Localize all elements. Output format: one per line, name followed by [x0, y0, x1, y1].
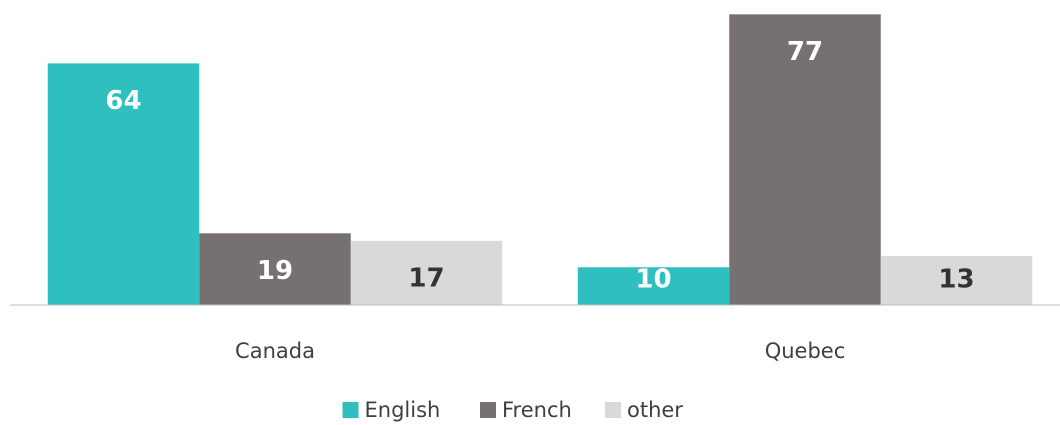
- legend-label: French: [502, 398, 572, 422]
- legend-label: English: [365, 398, 441, 422]
- bar: [577, 267, 730, 305]
- data-label: 64: [105, 86, 141, 116]
- legend-swatch: [605, 402, 621, 418]
- data-label: 17: [408, 263, 444, 293]
- bar: [729, 14, 881, 305]
- legend-label: other: [627, 398, 683, 422]
- legend-swatch: [480, 402, 496, 418]
- bar: [199, 233, 351, 305]
- bar: [47, 63, 200, 306]
- data-label: 13: [938, 265, 974, 295]
- bar: [880, 255, 1033, 305]
- data-label: 19: [257, 256, 293, 286]
- x-tick-label: Quebec: [765, 339, 846, 363]
- data-label: 77: [787, 37, 823, 67]
- legend-swatch: [342, 402, 359, 418]
- bar: [350, 240, 503, 305]
- data-label: 10: [635, 265, 671, 295]
- x-tick-label: Canada: [235, 339, 315, 363]
